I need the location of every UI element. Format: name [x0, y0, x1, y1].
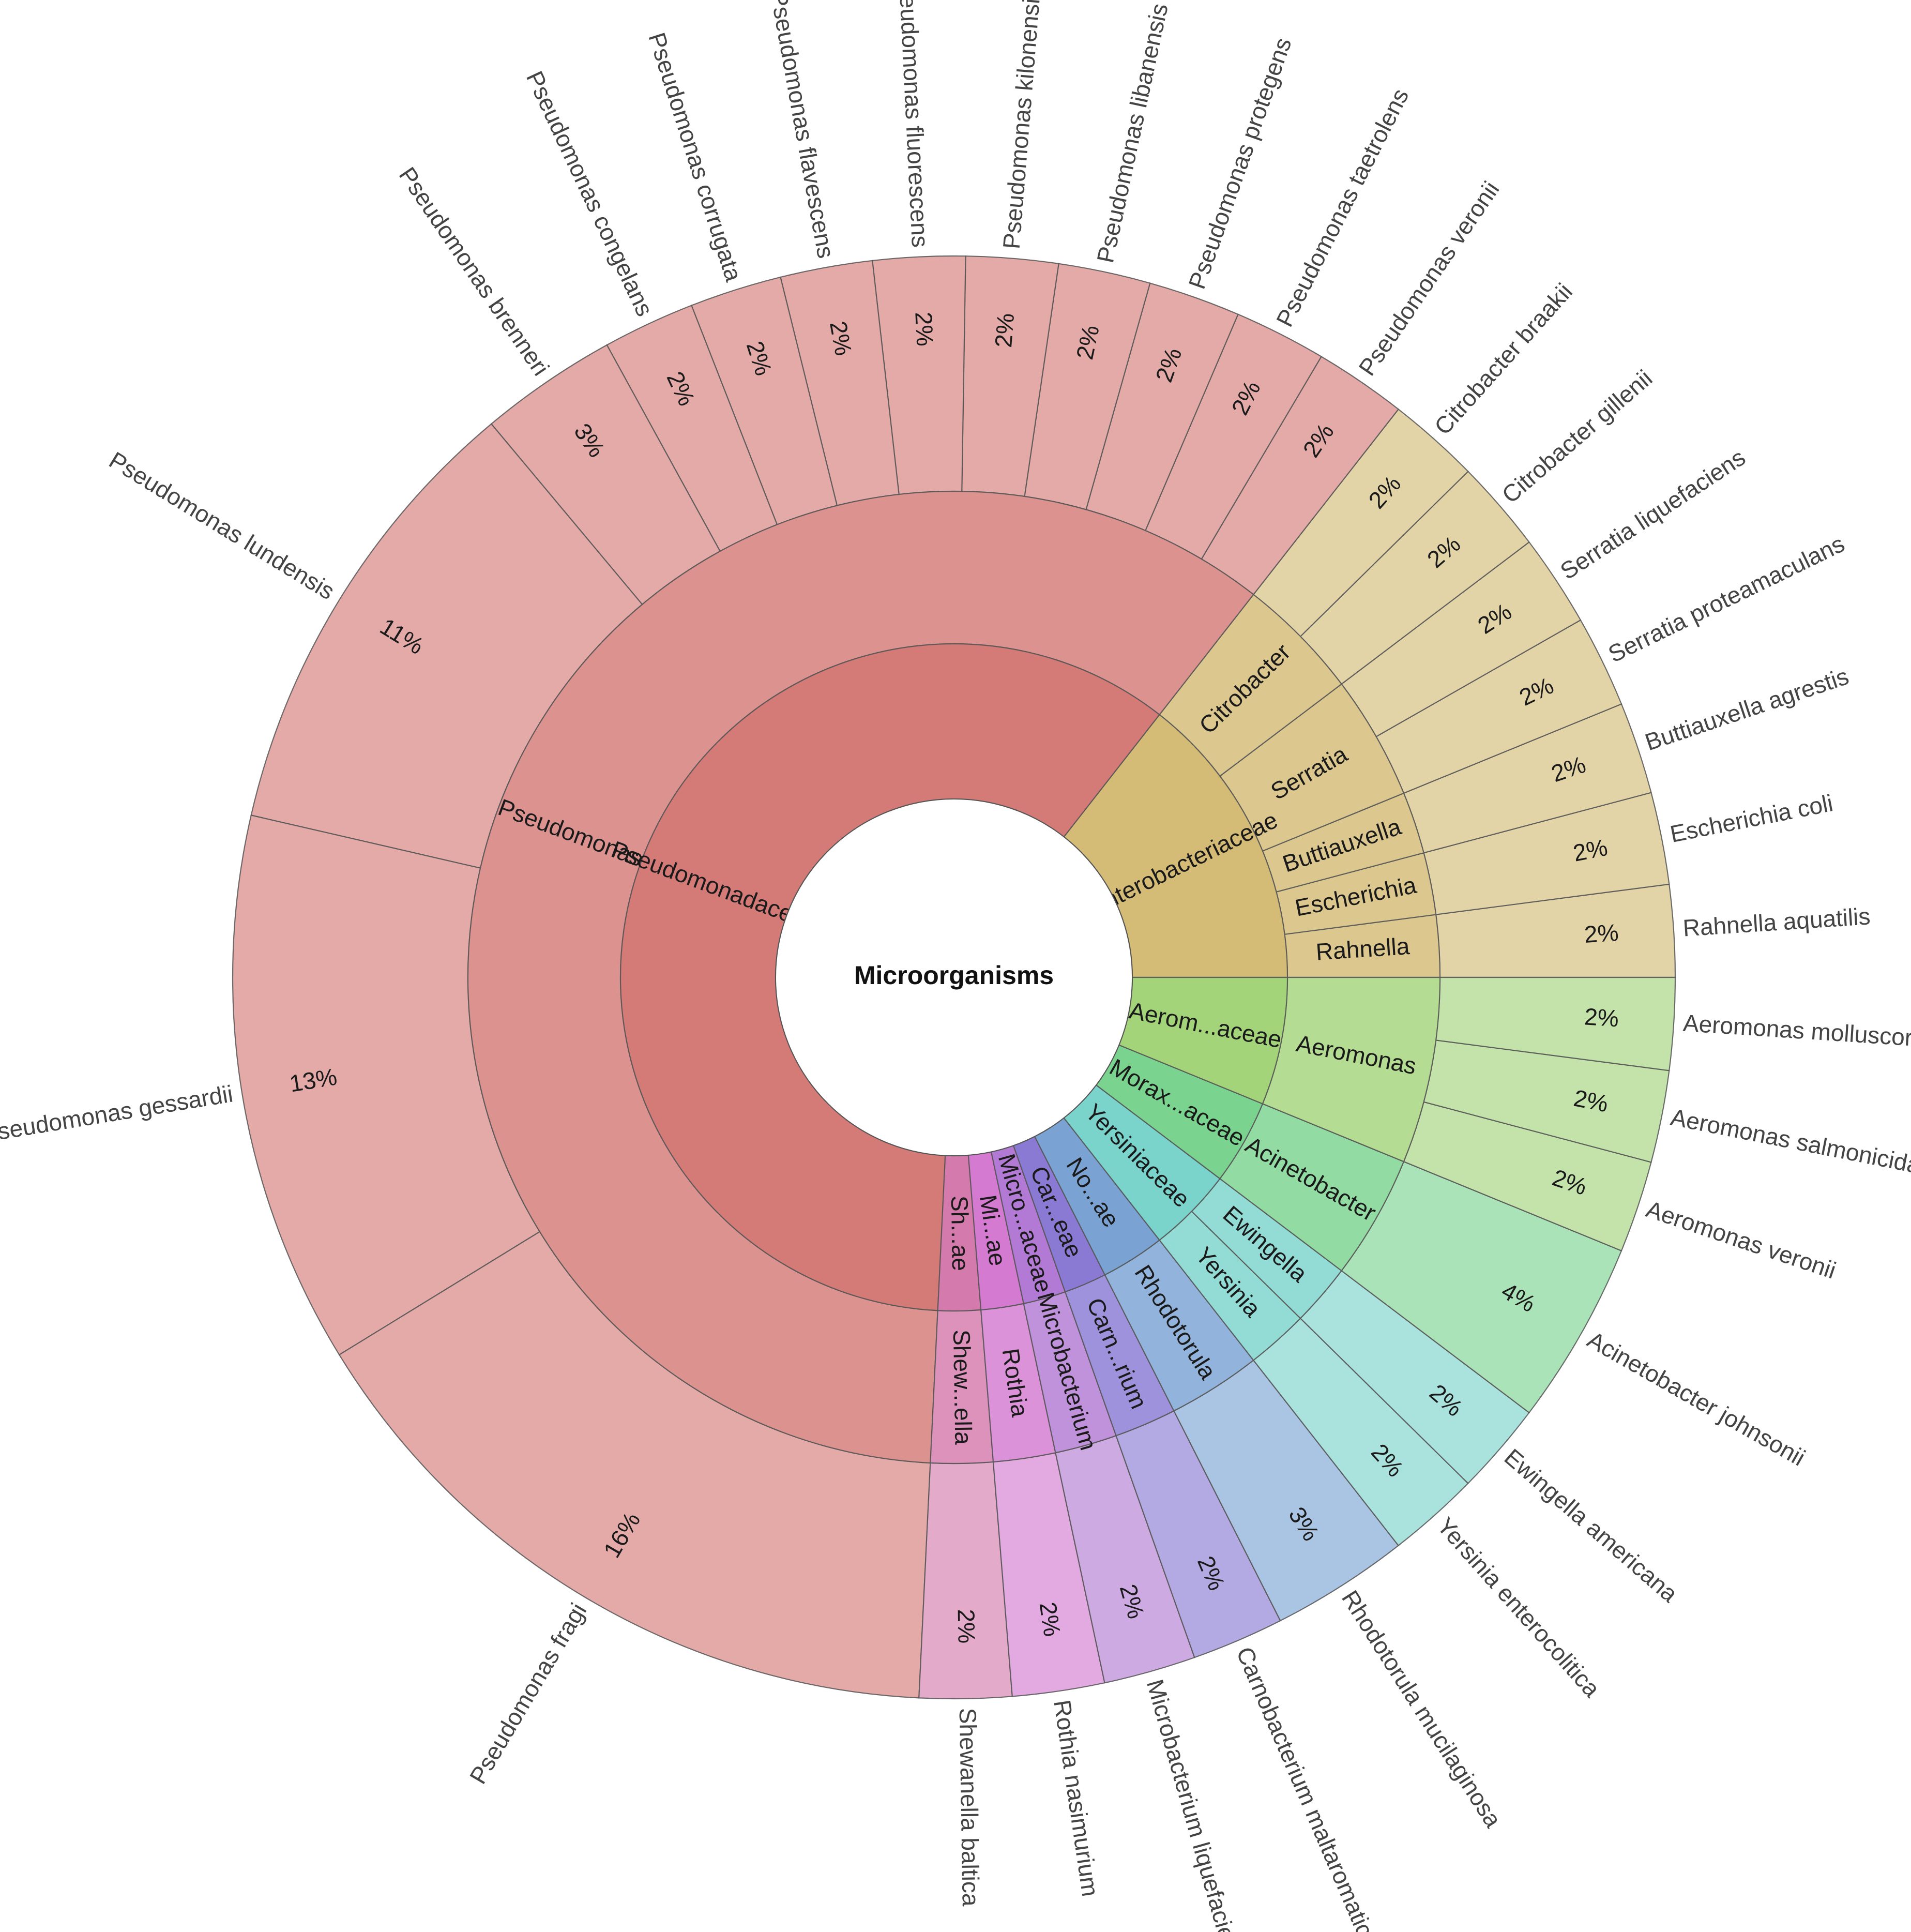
- species-label-shewanella-baltica: Shewanella baltica: [954, 1708, 984, 1907]
- species-label-pseudomonas-congelans: Pseudomonas congelans: [521, 67, 659, 320]
- species-pct-aeromonas-molluscorum: 2%: [1584, 1003, 1620, 1032]
- species-label-serratia-liquefaciens: Serratia liquefaciens: [1555, 444, 1750, 585]
- species-pct-escherichia-coli: 2%: [1571, 834, 1610, 867]
- species-label-pseudomonas-protegens: Pseudomonas protegens: [1183, 34, 1297, 293]
- species-label-ewingella-americana: Ewingella americana: [1499, 1443, 1683, 1607]
- species-label-pseudomonas-libanensis: Pseudomonas libanensis: [1091, 1, 1173, 265]
- species-label-rahnella-aquatilis: Rahnella aquatilis: [1682, 902, 1871, 941]
- species-label-pseudomonas-gessardii: Pseudomonas gessardii: [0, 1080, 235, 1147]
- species-label-citrobacter-gillenii: Citrobacter gillenii: [1497, 365, 1658, 508]
- genus-label-shewanella: Shew...ella: [948, 1330, 977, 1445]
- species-label-pseudomonas-lundensis: Pseudomonas lundensis: [104, 446, 339, 605]
- species-label-pseudomonas-fragi: Pseudomonas fragi: [464, 1598, 592, 1789]
- species-pct-shewanella-baltica: 2%: [953, 1609, 980, 1643]
- species-label-pseudomonas-taetrolens: Pseudomonas taetrolens: [1271, 84, 1414, 331]
- species-label-aeromonas-molluscorum: Aeromonas molluscorum: [1682, 1009, 1911, 1053]
- species-label-pseudomonas-corrugata: Pseudomonas corrugata: [643, 29, 747, 285]
- species-label-rothia-nasimurium: Rothia nasimurium: [1049, 1698, 1104, 1898]
- species-label-carnobacterium-maltaromaticum: Carnobacterium maltaromaticum: [1231, 1643, 1392, 1932]
- genus-label-rahnella: Rahnella: [1315, 932, 1410, 965]
- wedge-layer: [232, 255, 1676, 1700]
- species-label-pseudomonas-kilonensis: Pseudomonas kilonensis: [998, 0, 1046, 250]
- species-pct-rothia-nasimurium: 2%: [1035, 1600, 1066, 1638]
- species-label-aeromonas-veronii: Aeromonas veronii: [1643, 1195, 1839, 1284]
- species-pct-rahnella-aquatilis: 2%: [1583, 919, 1619, 948]
- species-label-pseudomonas-fluorescens: Pseudomonas fluorescens: [893, 0, 934, 248]
- family-label-shewanellaceae: Sh...ae: [946, 1196, 974, 1272]
- center-hole: [775, 798, 1133, 1156]
- species-label-buttiauxella-agrestis: Buttiauxella agrestis: [1642, 662, 1852, 756]
- species-pct-aeromonas-salmonicida: 2%: [1571, 1084, 1610, 1118]
- species-label-acinetobacter-johnsonii: Acinetobacter johnsonii: [1583, 1326, 1810, 1471]
- species-label-pseudomonas-flavescens: Pseudomonas flavescens: [765, 0, 840, 260]
- center-title: Microorganisms: [854, 961, 1054, 990]
- species-label-yersinia-enterocolitica: Yersinia enterocolitica: [1432, 1512, 1605, 1702]
- species-label-rhodotorula-mucilaginosa: Rhodotorula mucilaginosa: [1337, 1586, 1507, 1832]
- species-label-serratia-proteamaculans: Serratia proteamaculans: [1604, 530, 1848, 668]
- species-label-citrobacter-braakii: Citrobacter braakii: [1429, 278, 1578, 440]
- species-label-microbacterium-liquefaciens: Microbacterium liquefaciens: [1142, 1677, 1248, 1932]
- species-pct-pseudomonas-kilonensis: 2%: [990, 312, 1019, 349]
- species-label-aeromonas-salmonicida: Aeromonas salmonicida: [1669, 1104, 1911, 1179]
- species-pct-pseudomonas-flavescens: 2%: [825, 319, 857, 358]
- species-label-pseudomonas-veronii: Pseudomonas veronii: [1353, 176, 1504, 381]
- species-label-pseudomonas-brenneri: Pseudomonas brenneri: [394, 162, 555, 381]
- species-pct-pseudomonas-fluorescens: 2%: [910, 311, 938, 347]
- species-label-escherichia-coli: Escherichia coli: [1668, 789, 1836, 848]
